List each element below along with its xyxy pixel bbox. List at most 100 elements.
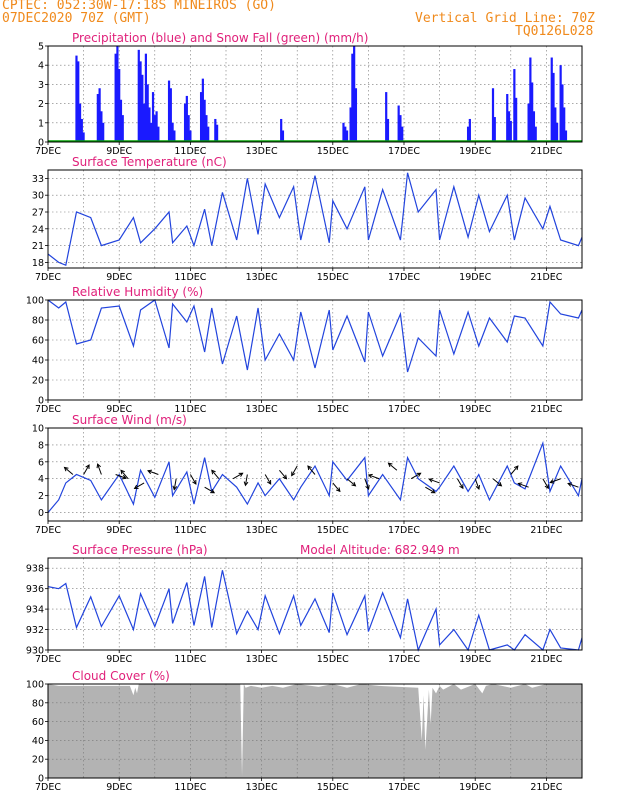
wind-arrow — [456, 478, 464, 489]
wind-arrow-head — [567, 482, 573, 487]
wind-arrow-head — [282, 474, 288, 480]
y-tick-label: 21 — [32, 241, 44, 252]
y-tick-label: 40 — [32, 736, 44, 747]
panel-frame-pressure — [47, 557, 583, 651]
wind-arrow — [332, 482, 341, 492]
panel-frame-wind — [47, 427, 583, 522]
precip-bar — [167, 80, 171, 142]
x-tick-label: 21DEC — [530, 146, 562, 157]
precip-bar — [280, 118, 283, 142]
x-tick-label: 13DEC — [246, 654, 278, 665]
panel-frame-cloud — [47, 683, 583, 779]
y-tick-label: 60 — [32, 717, 44, 728]
y-tick-label: 3 — [38, 80, 44, 91]
precip-bar — [75, 55, 78, 142]
wind-arrow — [550, 478, 561, 483]
header-grid-line: Vertical Grid Line: 70Z — [415, 11, 596, 26]
precip-bar — [564, 130, 568, 142]
precip-bar — [281, 130, 285, 142]
wind-arrow — [542, 478, 549, 489]
x-tick-label: 7DEC — [35, 404, 61, 415]
precip-bar — [150, 122, 153, 142]
wind-arrow-head — [210, 489, 216, 494]
precip-bar — [561, 84, 564, 142]
wind-arrow — [492, 478, 502, 487]
x-tick-label: 17DEC — [388, 525, 420, 536]
y-tick-label: 100 — [26, 680, 44, 691]
precip-bar — [385, 92, 388, 142]
y-tick-label: 80 — [32, 316, 44, 327]
x-tick-label: 9DEC — [106, 272, 132, 283]
x-tick-label: 17DEC — [388, 404, 420, 415]
precip-bar — [153, 115, 156, 142]
precip-bar — [119, 99, 123, 142]
x-tick-label: 21DEC — [530, 404, 562, 415]
precip-bar — [185, 95, 188, 142]
y-tick-label: 10 — [32, 424, 44, 435]
x-tick-label: 7DEC — [35, 525, 61, 536]
precip-bar — [342, 122, 345, 142]
panel-frame-precip — [47, 45, 583, 143]
temp-line — [47, 172, 583, 267]
y-tick-label: 18 — [32, 258, 44, 269]
precip-bar — [509, 120, 512, 142]
y-tick-label: 5 — [38, 42, 44, 53]
x-tick-label: 21DEC — [530, 782, 562, 793]
wind-arrow — [204, 486, 215, 494]
wind-arrow — [244, 474, 248, 486]
precip-bar — [555, 122, 559, 142]
x-tick-label: 15DEC — [317, 146, 349, 157]
x-tick-label: 11DEC — [174, 525, 206, 536]
pressure-line — [47, 570, 583, 652]
wind-arrow-head — [211, 469, 216, 475]
x-tick-label: 15DEC — [317, 525, 349, 536]
y-tick-label: 40 — [32, 356, 44, 367]
precip-bar — [114, 53, 117, 142]
precip-bar — [507, 111, 511, 142]
panel-title-temp: Surface Temperature (nC) — [72, 155, 227, 169]
precip-bar — [216, 124, 219, 142]
wind-arrow — [474, 478, 480, 490]
precip-bar — [118, 69, 121, 142]
wind-arrow — [388, 462, 398, 471]
precip-bar — [532, 111, 536, 142]
x-tick-label: 15DEC — [317, 654, 349, 665]
panel-title-cloud: Cloud Cover (%) — [72, 669, 170, 683]
wind-arrow — [120, 469, 129, 480]
x-tick-label: 9DEC — [106, 525, 132, 536]
precip-bar — [137, 49, 140, 143]
wind-arrow-head — [243, 481, 249, 487]
x-tick-label: 17DEC — [388, 782, 420, 793]
y-tick-label: 0 — [38, 508, 44, 519]
precip-bar — [143, 103, 146, 142]
wind-arrow — [291, 465, 298, 476]
precip-bar — [203, 99, 206, 142]
precip-bar — [552, 72, 555, 142]
wind-arrow — [518, 482, 529, 488]
rh-line — [47, 299, 583, 373]
x-tick-label: 11DEC — [174, 146, 206, 157]
precip-bar — [189, 130, 192, 142]
header-code: TQ0126L028 — [515, 24, 594, 39]
x-tick-label: 21DEC — [530, 272, 562, 283]
precip-bar — [550, 57, 553, 142]
wind-arrow-head — [120, 469, 125, 475]
precip-bar — [493, 117, 496, 142]
header-location: CPTEC: 052:30W-17:18S MINEIROS (GO) — [2, 0, 276, 13]
precip-bar — [139, 61, 142, 142]
wind-arrow-head — [291, 471, 296, 477]
y-tick-label: 60 — [32, 336, 44, 347]
wind-arrow-head — [544, 484, 549, 490]
panel-frame-rh — [47, 299, 583, 401]
wind-arrow-head — [351, 481, 357, 487]
precip-bar — [80, 118, 83, 142]
wind-arrow — [364, 478, 370, 490]
precip-bar — [506, 94, 509, 142]
x-tick-label: 9DEC — [106, 782, 132, 793]
precip-bar — [96, 94, 99, 142]
x-tick-label: 13DEC — [246, 272, 278, 283]
precip-bar — [534, 126, 537, 142]
wind-arrow — [173, 478, 177, 490]
x-tick-label: 9DEC — [106, 146, 132, 157]
